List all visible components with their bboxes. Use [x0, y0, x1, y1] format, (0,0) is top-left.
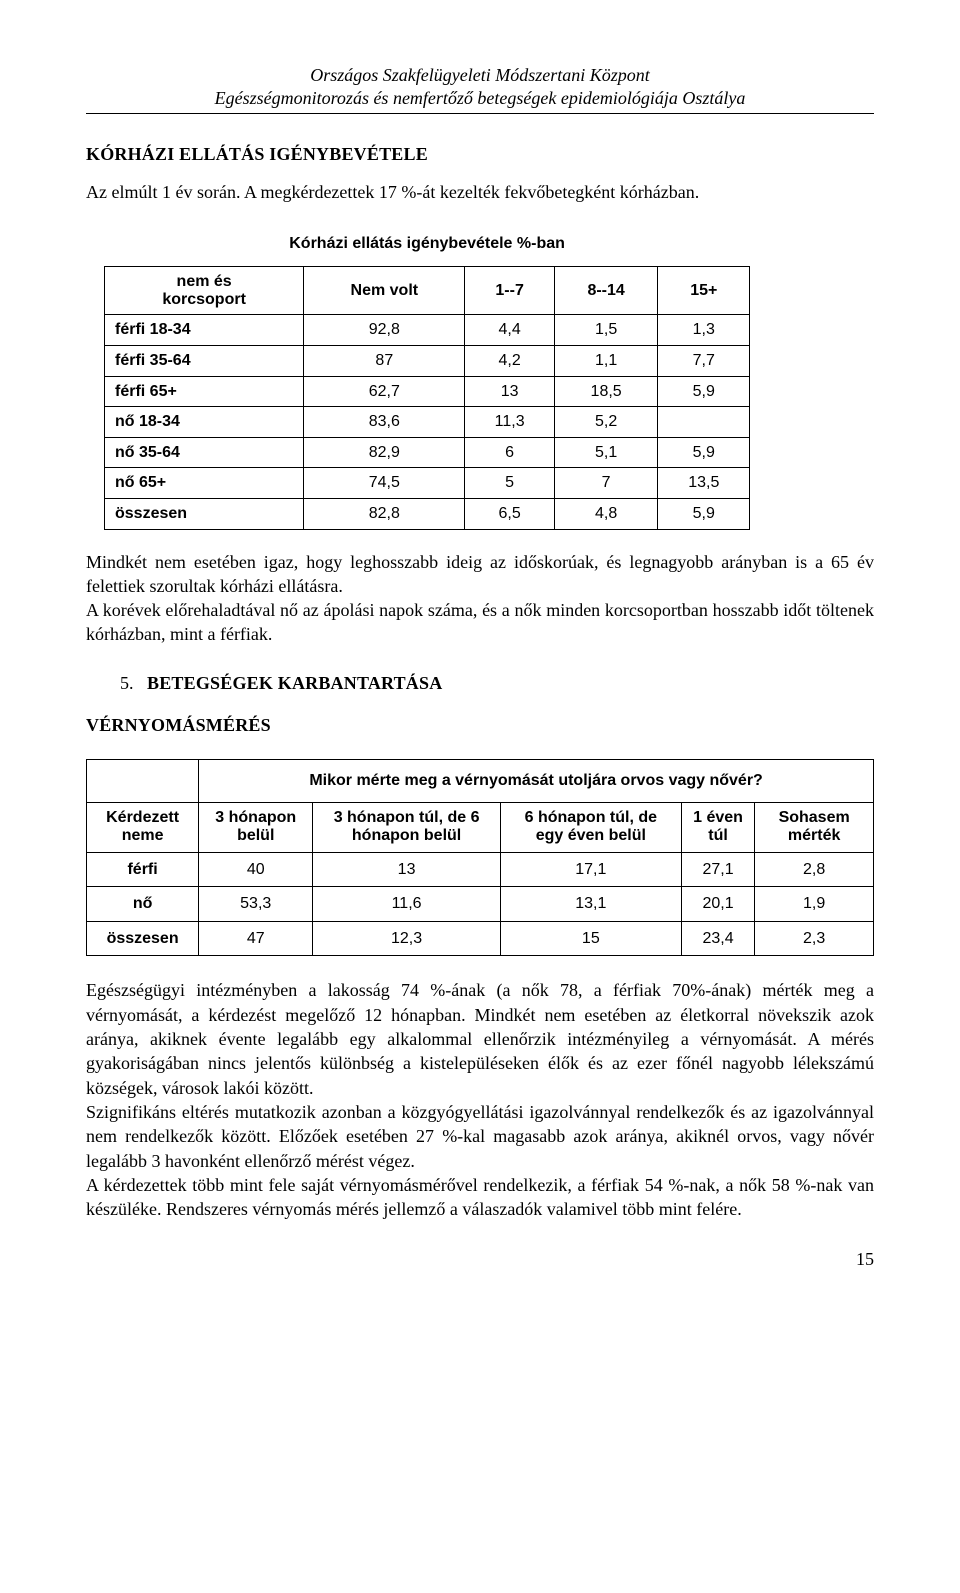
end-paragraph-2: Szignifikáns eltérés mutatkozik azonban … — [86, 1100, 874, 1173]
table-row: férfi 35-64 87 4,2 1,1 7,7 — [105, 345, 750, 376]
table2-col-2: 6 hónapon túl, de egy éven belül — [500, 802, 681, 852]
page-header: Országos Szakfelügyeleti Módszertani Köz… — [86, 64, 874, 114]
table2-blank-corner — [87, 760, 199, 803]
page-number: 15 — [86, 1247, 874, 1271]
table2-col-1: 3 hónapon túl, de 6 hónapon belül — [313, 802, 501, 852]
heading-vernyomasmeres: VÉRNYOMÁSMÉRÉS — [86, 713, 874, 737]
intro-paragraph: Az elmúlt 1 év során. A megkérdezettek 1… — [86, 180, 874, 204]
table-row: férfi 65+ 62,7 13 18,5 5,9 — [105, 376, 750, 407]
table1-col-2: 8--14 — [554, 267, 658, 315]
header-line-2: Egészségmonitorozás és nemfertőző betegs… — [86, 87, 874, 110]
table-row: összesen 47 12,3 15 23,4 2,3 — [87, 921, 874, 956]
table2-col-0: 3 hónapon belül — [199, 802, 313, 852]
table-row: férfi 40 13 17,1 27,1 2,8 — [87, 852, 874, 887]
heading-korhazi: KÓRHÁZI ELLÁTÁS IGÉNYBEVÉTELE — [86, 142, 874, 166]
table-row: nő 18-34 83,6 11,3 5,2 — [105, 407, 750, 438]
end-paragraph-1: Egészségügyi intézményben a lakosság 74 … — [86, 978, 874, 1099]
table-vernyomas: Mikor mérte meg a vérnyomását utoljára o… — [86, 759, 874, 956]
table1-col-1: 1--7 — [465, 267, 554, 315]
section-5-heading: 5. BETEGSÉGEK KARBANTARTÁSA — [120, 671, 874, 695]
table2-title: Mikor mérte meg a vérnyomását utoljára o… — [199, 760, 874, 803]
table2-corner: Kérdezett neme — [87, 802, 199, 852]
table1-title: Kórházi ellátás igénybevétele %-ban — [105, 223, 750, 267]
mid-paragraph-1: Mindkét nem esetében igaz, hogy leghossz… — [86, 550, 874, 599]
mid-paragraph-2: A korévek előrehaladtával nő az ápolási … — [86, 598, 874, 647]
table-row: összesen 82,8 6,5 4,8 5,9 — [105, 498, 750, 529]
table-korhazi-ellatas: Kórházi ellátás igénybevétele %-ban nem … — [104, 223, 750, 530]
table-row: férfi 18-34 92,8 4,4 1,5 1,3 — [105, 315, 750, 346]
end-paragraph-3: A kérdezettek több mint fele saját vérny… — [86, 1173, 874, 1222]
table2-col-4: Sohasem mérték — [755, 802, 874, 852]
table1-col-0: Nem volt — [304, 267, 465, 315]
header-line-1: Országos Szakfelügyeleti Módszertani Köz… — [86, 64, 874, 87]
table1-corner: nem és korcsoport — [105, 267, 304, 315]
table1-col-3: 15+ — [658, 267, 750, 315]
table2-col-3: 1 éven túl — [681, 802, 755, 852]
table-row: nő 53,3 11,6 13,1 20,1 1,9 — [87, 887, 874, 922]
table-row: nő 35-64 82,9 6 5,1 5,9 — [105, 437, 750, 468]
table-row: nő 65+ 74,5 5 7 13,5 — [105, 468, 750, 499]
